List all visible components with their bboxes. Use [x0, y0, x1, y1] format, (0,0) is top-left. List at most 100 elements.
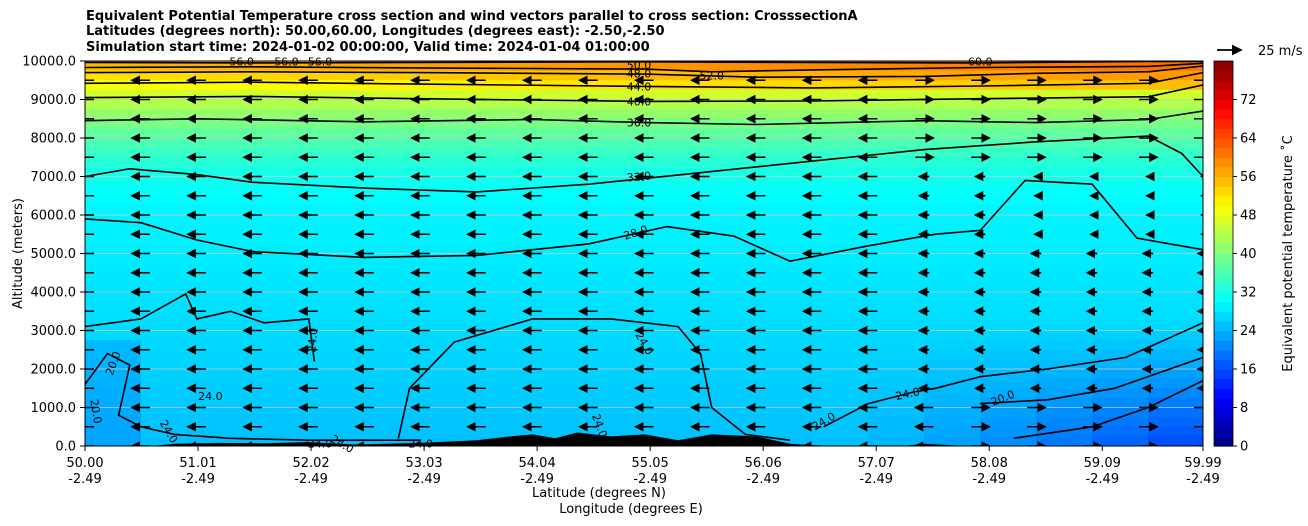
- field-cell: [756, 147, 814, 159]
- field-cell: [476, 128, 534, 139]
- field-cell: [140, 378, 198, 390]
- field-cell: [924, 109, 982, 120]
- field-cell: [868, 186, 926, 197]
- field-cell: [1148, 417, 1203, 428]
- field-cell: [868, 436, 926, 446]
- field-cell: [812, 215, 870, 226]
- y-tick-label: 8000.0: [31, 132, 77, 147]
- field-cell: [420, 253, 478, 265]
- field-cell: [308, 378, 366, 390]
- contour-line: [85, 62, 1203, 73]
- field-cell: [924, 407, 982, 419]
- field-cell: [868, 369, 926, 380]
- field-cell: [756, 166, 814, 178]
- field-cell: [252, 243, 310, 255]
- field-cell: [140, 234, 198, 245]
- field-cell: [1148, 109, 1203, 120]
- contour-line: [85, 61, 1203, 64]
- field-cell: [364, 80, 422, 91]
- field-cell: [700, 89, 758, 101]
- field-cell: [868, 224, 926, 236]
- colorbar-step: [1214, 234, 1233, 245]
- field-cell: [476, 176, 534, 188]
- field-cell: [532, 186, 590, 197]
- y-tick-label: 9000.0: [31, 93, 77, 108]
- field-cell: [364, 263, 422, 274]
- field-cell: [812, 157, 870, 168]
- field-cell: [588, 320, 646, 332]
- field-cell: [924, 243, 982, 255]
- field-cell: [756, 301, 814, 313]
- quiver-key[interactable]: 25 m/s: [1217, 44, 1303, 59]
- field-cell: [364, 292, 422, 303]
- title-line-2: Latitudes (degrees north): 50.00,60.00, …: [86, 24, 665, 39]
- field-cell: [252, 301, 310, 313]
- field-cell: [140, 195, 198, 207]
- field-cell: [1148, 166, 1203, 178]
- y-tick-label: 6000.0: [31, 209, 77, 224]
- field-cell: [1092, 388, 1150, 399]
- field-cell: [364, 70, 422, 82]
- field-cell: [532, 243, 590, 255]
- field-cell: [924, 234, 982, 245]
- field-cell: [308, 195, 366, 207]
- field-cell: [1148, 186, 1203, 197]
- field-cell: [196, 99, 254, 111]
- field-cell: [196, 80, 254, 91]
- field-cell: [868, 292, 926, 303]
- field-cell: [420, 215, 478, 226]
- field-cell: [756, 80, 814, 91]
- field-cell: [364, 128, 422, 139]
- field-cell: [420, 378, 478, 390]
- title-line-1: Equivalent Potential Temperature cross s…: [86, 9, 858, 24]
- field-cell: [1148, 128, 1203, 139]
- field-cell: [700, 359, 758, 370]
- field-cell: [252, 378, 310, 390]
- field-cell: [532, 369, 590, 380]
- field-cell: [924, 215, 982, 226]
- field-cell: [588, 89, 646, 101]
- field-cell: [140, 243, 198, 255]
- field-cell: [644, 359, 702, 370]
- field-cell: [85, 176, 142, 188]
- field-cell: [980, 349, 1038, 361]
- field-cell: [644, 128, 702, 139]
- field-cell: [924, 397, 982, 409]
- field-cell: [85, 253, 142, 265]
- field-cell: [1092, 436, 1150, 446]
- field-cell: [308, 70, 366, 82]
- contour-label: 60.0: [968, 55, 993, 68]
- field-cell: [644, 70, 702, 82]
- field-cell: [812, 243, 870, 255]
- field-cell: [980, 417, 1038, 428]
- x-tick-label-lat: 52.02: [292, 456, 329, 471]
- field-cell: [868, 272, 926, 284]
- field-cell: [644, 118, 702, 130]
- field-cell: [252, 282, 310, 293]
- field-cell: [924, 147, 982, 159]
- colorbar-tick-label: 64: [1240, 132, 1257, 147]
- field-cell: [644, 99, 702, 111]
- field-cell: [308, 205, 366, 216]
- field-cell: [85, 282, 142, 293]
- field-cell: [1148, 89, 1203, 101]
- field-cell: [1092, 89, 1150, 101]
- field-cell: [532, 340, 590, 351]
- contour-line: [823, 322, 1203, 428]
- field-cell: [1036, 215, 1094, 226]
- field-cell: [644, 166, 702, 178]
- field-cell: [980, 301, 1038, 313]
- field-cell: [476, 388, 534, 399]
- field-cell: [420, 436, 478, 446]
- field-cell: [364, 147, 422, 159]
- field-cell: [476, 243, 534, 255]
- field-cell: [924, 61, 982, 72]
- field-cell: [1036, 272, 1094, 284]
- field-cell: [85, 234, 142, 245]
- field-cell: [476, 157, 534, 168]
- field-cell: [140, 282, 198, 293]
- field-cell: [868, 138, 926, 149]
- field-cell: [924, 349, 982, 361]
- colorbar-step: [1214, 176, 1233, 187]
- field-cell: [308, 89, 366, 101]
